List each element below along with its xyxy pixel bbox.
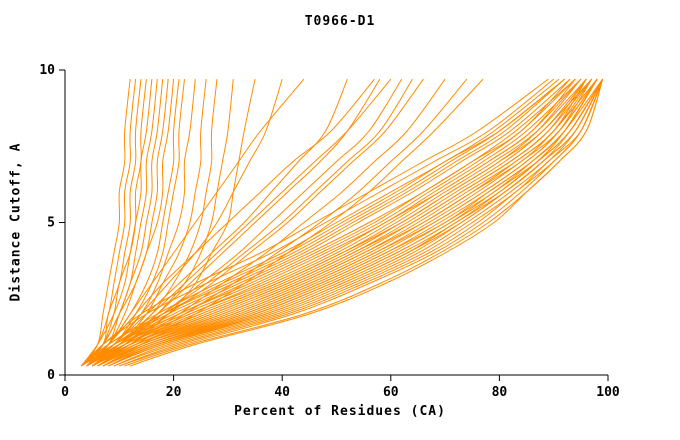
x-tick-label: 60 <box>383 385 399 400</box>
model-curve <box>102 78 604 367</box>
x-tick-label: 20 <box>166 385 182 400</box>
model-curve <box>91 78 587 367</box>
model-curve <box>102 78 598 367</box>
x-tick-label: 80 <box>492 385 508 400</box>
x-tick-label: 40 <box>274 385 290 400</box>
model-curve <box>97 78 587 367</box>
model-curve <box>80 79 175 367</box>
y-tick-label: 0 <box>47 368 55 383</box>
model-curve <box>97 78 587 367</box>
model-curve <box>91 78 576 367</box>
model-curve <box>86 78 283 367</box>
model-curve <box>86 78 565 367</box>
model-curve <box>86 78 348 367</box>
model-curve <box>91 78 582 367</box>
x-tick-label: 100 <box>596 385 620 400</box>
model-curve <box>86 78 565 367</box>
model-curve <box>81 79 185 367</box>
model-curve <box>113 78 604 367</box>
x-tick-label: 0 <box>61 385 69 400</box>
model-curve <box>80 78 555 367</box>
model-curve <box>86 78 576 367</box>
model-curve <box>86 79 196 367</box>
model-curve <box>80 78 565 367</box>
model-curve <box>86 78 576 367</box>
model-curve <box>80 78 560 367</box>
model-curve <box>86 79 158 367</box>
model-curve <box>130 78 604 367</box>
y-tick-label: 10 <box>39 63 55 78</box>
model-curve <box>86 78 571 367</box>
model-curve <box>80 79 153 367</box>
model-curve <box>80 78 549 367</box>
chart-title: T0966-D1 <box>304 14 376 29</box>
model-curve <box>108 78 604 367</box>
model-curve <box>80 79 131 367</box>
model-curve <box>108 78 598 367</box>
model-curve <box>91 78 403 367</box>
y-tick-label: 5 <box>47 216 55 231</box>
model-curve <box>80 78 305 367</box>
model-curve <box>80 79 137 367</box>
model-curve <box>102 78 593 367</box>
model-curve <box>97 78 598 367</box>
model-curve <box>81 78 571 367</box>
model-curve <box>86 78 582 367</box>
model-curve <box>86 78 392 367</box>
model-curve <box>86 79 169 367</box>
model-curve <box>86 79 147 367</box>
x-axis-label: Percent of Residues (CA) <box>234 404 446 419</box>
model-curve <box>119 78 604 367</box>
model-curve <box>113 78 604 367</box>
model-curve <box>86 78 375 367</box>
model-curve <box>97 78 593 367</box>
